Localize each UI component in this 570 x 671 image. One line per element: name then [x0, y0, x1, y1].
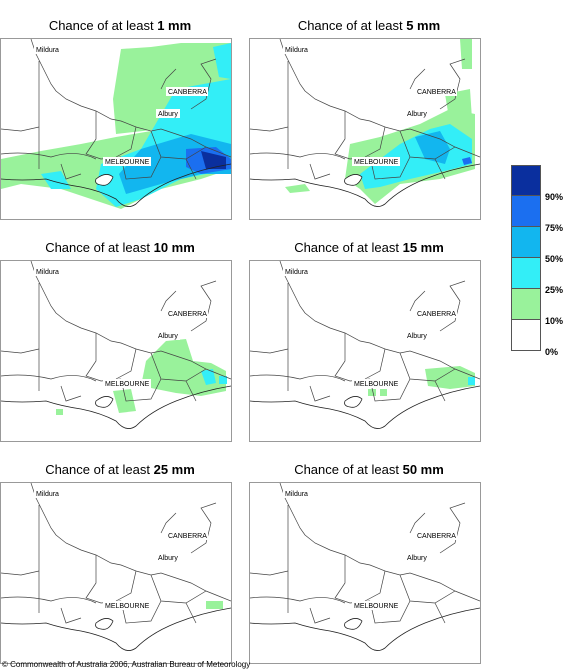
- map-labels: Mildura CANBERRA Albury MELBOURNE: [283, 489, 457, 610]
- state-borders: [1, 39, 231, 180]
- place-label-canberra: CANBERRA: [168, 533, 207, 540]
- place-label-mildura: Mildura: [285, 491, 308, 498]
- probability-map-25mm: Mildura CANBERRA Albury MELBOURNE: [0, 482, 232, 664]
- place-label-melbourne: MELBOURNE: [354, 159, 399, 166]
- place-label-mildura: Mildura: [285, 269, 308, 276]
- map-svg-1mm: Mildura CANBERRA Albury MELBOURNE: [1, 39, 231, 209]
- legend-label-75: 75%: [545, 223, 564, 233]
- legend-label-10: 10%: [545, 316, 564, 326]
- place-label-albury: Albury: [158, 333, 178, 340]
- place-label-albury: Albury: [407, 333, 427, 340]
- port-phillip-bay: [95, 174, 114, 186]
- probability-map-50mm: Mildura CANBERRA Albury MELBOURNE: [249, 482, 481, 664]
- place-label-canberra: CANBERRA: [417, 533, 456, 540]
- panel-title: Chance of at least 50 mm: [294, 462, 444, 477]
- state-borders: [1, 261, 231, 402]
- legend-label-0: 0%: [545, 347, 559, 357]
- legend-label-50: 50%: [545, 254, 564, 264]
- port-phillip-bay: [344, 174, 363, 186]
- map-svg-50mm: Mildura CANBERRA Albury MELBOURNE: [250, 483, 480, 651]
- place-label-melbourne: MELBOURNE: [105, 603, 150, 610]
- panel-title: Chance of at least 25 mm: [45, 462, 195, 477]
- probability-map-10mm: Mildura CANBERRA Albury MELBOURNE: [0, 260, 232, 442]
- port-phillip-bay: [95, 618, 114, 630]
- legend-swatch-10: [511, 289, 541, 320]
- probability-map-5mm: Mildura CANBERRA Albury MELBOURNE: [249, 38, 481, 220]
- map-labels: Mildura CANBERRA Albury MELBOURNE: [283, 267, 457, 388]
- place-label-canberra: CANBERRA: [168, 89, 207, 96]
- place-label-albury: Albury: [407, 111, 427, 118]
- legend-swatch-50: [511, 227, 541, 258]
- rain-probability-shading: [285, 39, 475, 204]
- port-phillip-bay: [344, 618, 363, 630]
- map-svg-10mm: Mildura CANBERRA Albury MELBOURNE: [1, 261, 231, 429]
- legend-swatch-0: [511, 320, 541, 351]
- coastline: [1, 385, 231, 429]
- coastline: [250, 607, 480, 651]
- copyright-notice: © Commonwealth of Australia 2006, Austra…: [2, 660, 251, 669]
- panel-title: Chance of at least 5 mm: [297, 18, 441, 33]
- map-svg-25mm: Mildura CANBERRA Albury MELBOURNE: [1, 483, 231, 651]
- panel-title: Chance of at least 1 mm: [48, 18, 192, 33]
- place-label-canberra: CANBERRA: [417, 89, 456, 96]
- rain-probability-shading: [1, 43, 231, 209]
- place-label-mildura: Mildura: [36, 47, 59, 54]
- probability-map-1mm: Mildura CANBERRA Albury MELBOURNE: [0, 38, 232, 220]
- place-label-albury: Albury: [158, 555, 178, 562]
- place-label-albury: Albury: [407, 555, 427, 562]
- place-label-canberra: CANBERRA: [168, 311, 207, 318]
- rain-probability-shading: [206, 601, 223, 609]
- legend-label-25: 25%: [545, 285, 564, 295]
- place-label-melbourne: MELBOURNE: [105, 381, 150, 388]
- place-label-mildura: Mildura: [285, 47, 308, 54]
- coastline: [1, 607, 231, 651]
- rain-probability-shading: [56, 339, 227, 415]
- place-label-melbourne: MELBOURNE: [105, 159, 150, 166]
- legend-swatch-75: [511, 196, 541, 227]
- place-label-melbourne: MELBOURNE: [354, 603, 399, 610]
- coastline: [1, 163, 231, 207]
- map-labels: Mildura CANBERRA Albury MELBOURNE: [34, 267, 208, 388]
- panel-title: Chance of at least 15 mm: [294, 240, 444, 255]
- place-label-melbourne: MELBOURNE: [354, 381, 399, 388]
- coastline: [250, 385, 480, 429]
- legend-swatch-25: [511, 258, 541, 289]
- probability-map-15mm: Mildura CANBERRA Albury MELBOURNE: [249, 260, 481, 442]
- place-label-canberra: CANBERRA: [417, 311, 456, 318]
- port-phillip-bay: [344, 396, 363, 408]
- state-borders: [1, 483, 231, 624]
- port-phillip-bay: [95, 396, 114, 408]
- legend-swatch-90: [511, 165, 541, 196]
- map-labels: Mildura CANBERRA Albury MELBOURNE: [34, 489, 208, 610]
- place-label-albury: Albury: [158, 111, 178, 118]
- map-svg-5mm: Mildura CANBERRA Albury MELBOURNE: [250, 39, 480, 207]
- panel-title: Chance of at least 10 mm: [45, 240, 195, 255]
- place-label-mildura: Mildura: [36, 491, 59, 498]
- map-labels: Mildura CANBERRA Albury MELBOURNE: [283, 45, 457, 166]
- place-label-mildura: Mildura: [36, 269, 59, 276]
- coastline: [250, 163, 480, 207]
- legend-label-90: 90%: [545, 192, 564, 202]
- map-svg-15mm: Mildura CANBERRA Albury MELBOURNE: [250, 261, 480, 429]
- map-labels: Mildura CANBERRA Albury MELBOURNE: [34, 45, 208, 166]
